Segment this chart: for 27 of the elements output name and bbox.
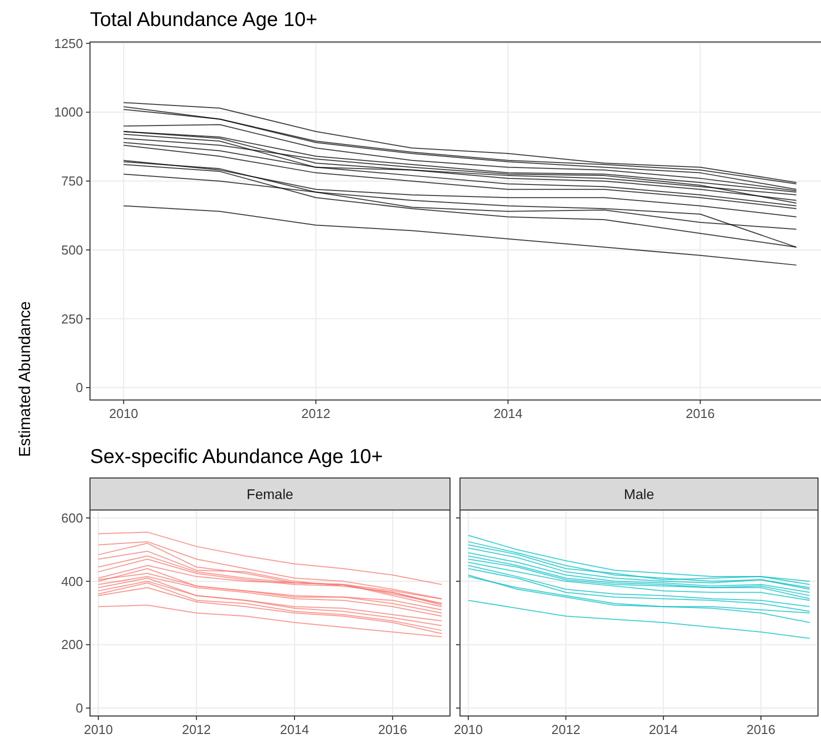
- x-tick-label: 2016: [746, 722, 776, 737]
- y-tick-label: 600: [61, 510, 83, 526]
- chart-title: Sex-specific Abundance Age 10+: [90, 446, 383, 468]
- y-tick-label: 750: [61, 174, 83, 189]
- x-tick-label: 2012: [182, 722, 211, 737]
- y-tick-label: 200: [61, 637, 83, 652]
- x-tick-label: 2014: [280, 722, 309, 737]
- x-tick-label: 2014: [648, 722, 678, 737]
- chart-subtitle: Female: [246, 486, 294, 502]
- y-tick-label: 0: [76, 700, 83, 716]
- y-tick-label: 1250: [54, 36, 83, 51]
- y-tick-label: 250: [61, 311, 83, 326]
- y-tick-label: 0: [76, 380, 83, 396]
- x-tick-label: 2014: [494, 406, 523, 421]
- x-tick-label: 2010: [84, 722, 113, 737]
- x-tick-label: 2016: [686, 406, 715, 421]
- chart-subtitle: Male: [624, 486, 654, 502]
- y-axis-title: Estimated Abundance: [17, 301, 34, 457]
- x-tick-label: 2016: [378, 722, 408, 737]
- x-tick-label: 2010: [454, 722, 483, 737]
- chart-title: Total Abundance Age 10+: [90, 9, 318, 31]
- y-tick-label: 1000: [54, 104, 83, 120]
- x-tick-label: 2010: [109, 406, 138, 421]
- x-tick-label: 2012: [301, 406, 330, 421]
- y-tick-label: 500: [61, 242, 83, 258]
- x-tick-label: 2012: [551, 722, 580, 737]
- y-tick-label: 400: [61, 574, 83, 589]
